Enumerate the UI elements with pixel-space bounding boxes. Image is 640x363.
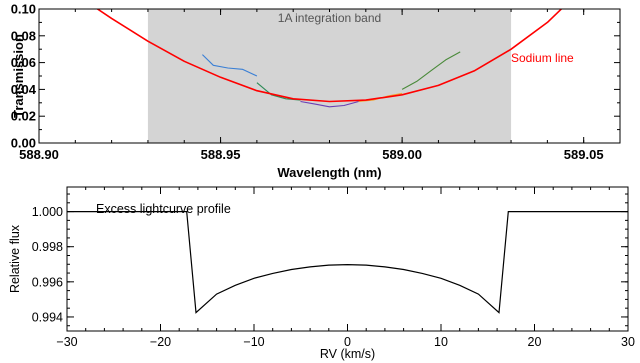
bottom-axis-ticks: −30 −20 −10 0 10 20 30 0.994 0.996 0.998 1.000 [32, 187, 635, 349]
top-x-tick-label: 588.95 [201, 147, 241, 162]
bottom-panel: −30 −20 −10 0 10 20 30 0.994 0.996 0.998 1.000 Exc… [8, 186, 635, 361]
bottom-y-tick-label: 1.000 [32, 205, 63, 219]
bottom-y-tick-label: 0.994 [32, 310, 63, 324]
transmission-line-5 [401, 51, 461, 90]
bottom-y-tick-label: 0.998 [32, 240, 63, 254]
profile-label: Excess lightcurve profile [96, 202, 231, 216]
bottom-y-axis-label: Relative flux [8, 224, 22, 293]
transmission-line-1 [202, 54, 258, 77]
bottom-x-tick-label: 20 [528, 335, 542, 349]
top-y-tick-label: 0.04 [11, 82, 37, 97]
top-x-tick-label: 589.00 [382, 147, 422, 162]
bottom-x-tick-label: 0 [344, 335, 351, 349]
sodium-line-label: Sodium line [511, 51, 574, 65]
top-y-tick-label: 0.00 [11, 136, 36, 151]
bottom-x-tick-label: 10 [434, 335, 448, 349]
lightcurve-line [67, 211, 628, 314]
top-x-axis-label: Wavelength (nm) [277, 165, 381, 180]
transmission-line-0 [96, 9, 563, 103]
bottom-x-tick-label: −10 [243, 335, 264, 349]
transmission-series [96, 9, 563, 108]
bottom-x-tick-label: 30 [621, 335, 635, 349]
bottom-y-tick-label: 0.996 [32, 275, 63, 289]
top-y-axis-label: Transmission [11, 34, 26, 118]
band-label: 1A integration band [278, 11, 381, 25]
top-x-tick-label: 588.90 [19, 147, 59, 162]
integration-band [147, 9, 512, 143]
bottom-x-axis-label: RV (km/s) [320, 347, 375, 361]
bottom-x-tick-label: −20 [150, 335, 171, 349]
lightcurve-series [67, 211, 628, 314]
top-axis-ticks: 588.90 588.95 589.00 589.05 0.00 0.02 0.04 0.06… [11, 2, 621, 162]
top-x-tick-label: 589.05 [564, 147, 604, 162]
transmission-line-3 [300, 100, 359, 108]
top-y-tick-label: 0.06 [11, 55, 36, 70]
top-y-tick-label: 0.10 [11, 2, 36, 17]
top-panel: 1A integration band 588.90 588.95 589.00 58… [11, 2, 621, 180]
top-y-tick-label: 0.02 [11, 109, 36, 124]
top-y-tick-label: 0.08 [11, 28, 36, 43]
bottom-x-tick-label: −30 [56, 335, 77, 349]
